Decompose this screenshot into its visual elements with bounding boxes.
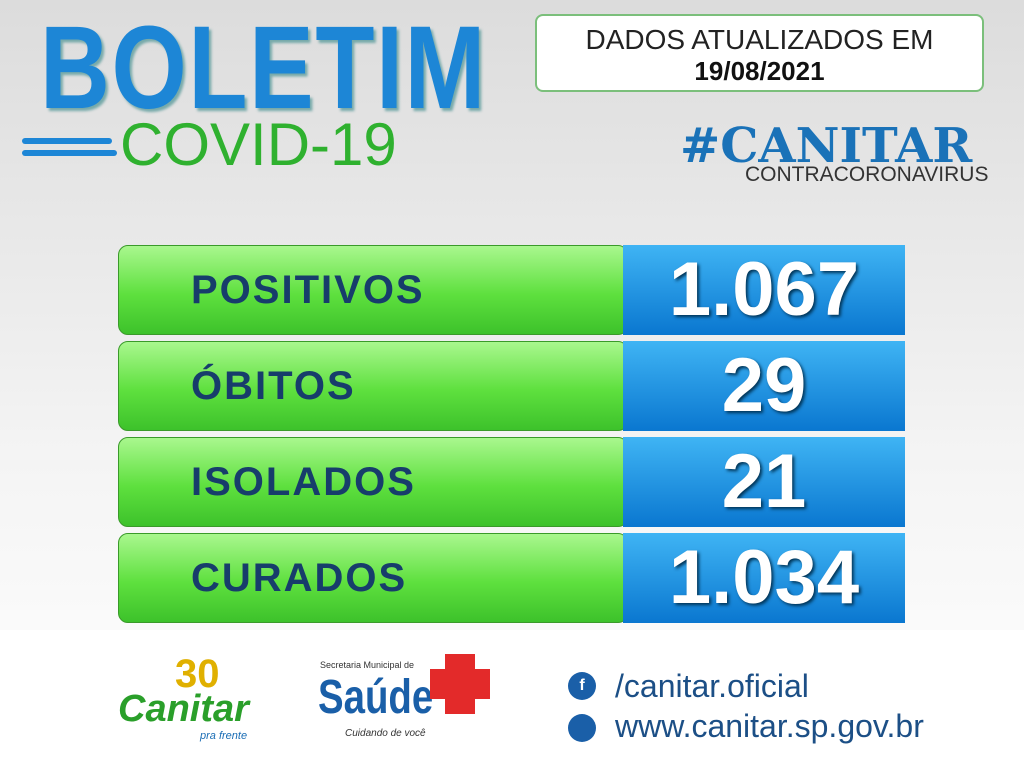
logo-tagline: pra frente xyxy=(200,730,248,742)
cross xyxy=(430,669,490,699)
dept-name: Saúde xyxy=(318,671,434,724)
logo-name: Canitar xyxy=(118,688,249,730)
row: ÓBITOS 29 xyxy=(118,341,905,431)
row: CURADOS 1.034 xyxy=(118,533,905,623)
row: ISOLADOS 21 xyxy=(118,437,905,527)
row-label-box: ÓBITOS xyxy=(118,341,628,431)
row-value: 1.034 xyxy=(623,533,905,623)
row-label: ISOLADOS xyxy=(191,460,416,504)
decor xyxy=(22,150,117,156)
row-label: CURADOS xyxy=(191,556,408,600)
row-label-box: ISOLADOS xyxy=(118,437,628,527)
row-label-box: POSITIVOS xyxy=(118,245,628,335)
update-date: 19/08/2021 xyxy=(694,56,825,86)
row: POSITIVOS 1.067 xyxy=(118,245,905,335)
web-icon xyxy=(568,714,596,742)
logo-number: 30 xyxy=(175,652,220,696)
facebook-icon: f xyxy=(568,672,596,700)
footer: 30 Canitar pra frente Secretaria Municip… xyxy=(0,630,1024,759)
hashtag-sub: CONTRACORONAVIRUS xyxy=(745,163,989,186)
dept: Secretaria Municipal de xyxy=(320,660,415,670)
hashtag: #CANITAR xyxy=(680,118,973,174)
decor xyxy=(22,138,112,144)
row-label: POSITIVOS xyxy=(191,268,425,312)
facebook[interactable]: /canitar.oficial xyxy=(615,668,809,704)
subtitle: COVID-19 xyxy=(120,111,397,178)
dept-tagline: Cuidando de você xyxy=(345,728,426,739)
row-label: ÓBITOS xyxy=(191,364,356,408)
website[interactable]: www.canitar.sp.gov.br xyxy=(615,708,924,744)
row-value: 21 xyxy=(623,437,905,527)
update-label: DADOS ATUALIZADOS EM xyxy=(585,24,934,55)
row-value: 1.067 xyxy=(623,245,905,335)
title: BOLETIM xyxy=(40,2,487,134)
row-label-box: CURADOS xyxy=(118,533,628,623)
row-value: 29 xyxy=(623,341,905,431)
update-box: DADOS ATUALIZADOS EM 19/08/2021 xyxy=(535,14,984,92)
